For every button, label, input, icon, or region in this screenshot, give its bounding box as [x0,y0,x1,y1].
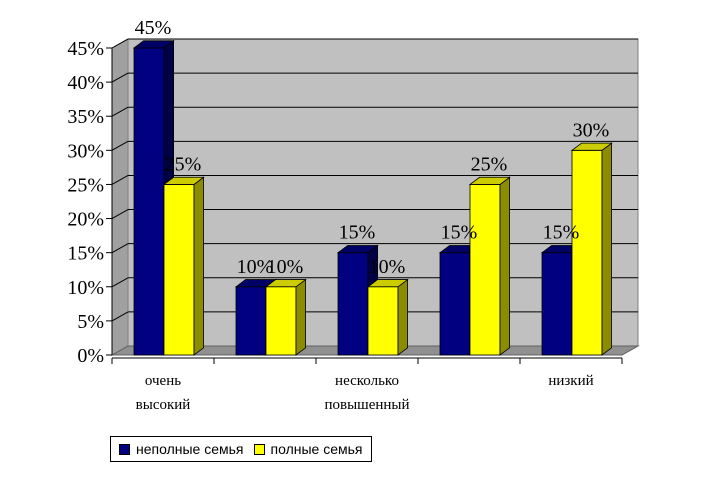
y-tick-label: 5% [77,311,104,333]
x-category-label: очень [145,373,181,389]
data-label: 15% [543,222,580,244]
data-label: 25% [471,153,508,175]
legend-label-series-0: неполные семья [136,441,244,457]
legend-item-series-0: неполные семья [119,441,244,457]
gridline-side [111,175,129,185]
y-tick-label: 25% [67,174,104,196]
bar-0-1 [234,278,277,356]
gridline-side [111,277,129,288]
gridline-side [111,243,129,254]
bar-1-4 [570,142,613,356]
bar-front [367,286,399,356]
bar-front [469,184,501,356]
gridline-side [111,72,129,83]
bar-front [265,286,297,356]
y-tick-label: 30% [67,140,104,162]
legend: неполные семья полные семья [110,436,372,462]
gridline-side [111,38,129,49]
data-label: 10% [369,256,406,278]
gridline-side [111,106,129,117]
bar-top [366,279,409,288]
bar-front [235,286,267,356]
bar-side [499,176,511,356]
legend-label-series-1: полные семья [270,441,363,457]
bar-front [337,252,369,356]
data-label: 15% [441,222,478,244]
bar-top [570,142,613,151]
bar-side [295,278,307,356]
legend-swatch-series-1 [253,443,265,455]
gridline-side [111,209,129,219]
plot-side-wall [111,38,129,356]
legend-swatch-series-0 [119,443,130,455]
bar-side [193,176,205,356]
bar-top [468,176,511,185]
y-tick-label: 45% [67,38,104,60]
data-label: 15% [339,222,376,244]
data-label: 25% [165,153,202,175]
bar-front [133,47,165,356]
y-tick-label: 15% [67,243,104,265]
bar-side [601,142,612,356]
bar-front [163,184,195,356]
bar-1-2 [366,278,409,356]
bar-front [541,252,573,356]
labels: 45%10%15% 15% 15%25%10% 10%25%30% [135,17,610,278]
y-tick-label: 40% [67,72,104,94]
bar-top [336,245,379,254]
bar-1-3 [468,176,511,356]
bars [132,39,613,356]
data-label: 10% [267,256,304,278]
axes: 0% 5% 10% 15% 20% 25% 30% 35% 40% 45% очень высокий… [67,38,638,413]
bar-front [439,252,471,356]
x-category-label: низкий [548,373,593,389]
data-label: 10% [237,256,274,278]
bar-front [571,149,603,356]
bar-0-0 [132,39,175,356]
legend-item-series-1: полные семья [253,441,363,457]
data-label: 45% [135,17,172,39]
bar-top [162,176,205,185]
gridline-side [111,311,129,322]
gridline-side [111,140,129,151]
x-category-label: повышенный [324,397,409,413]
data-label: 30% [573,119,610,141]
x-category-label: высокий [136,397,191,413]
y-tick-label: 20% [67,209,104,231]
x-category-label: несколько [335,373,399,389]
bar-top [132,40,175,49]
y-tick-label: 35% [67,106,104,128]
bar-1-1 [264,278,307,356]
bar-side [397,278,409,356]
y-tick-label: 10% [67,277,104,299]
bar-top [264,279,307,288]
bar-1-0 [162,176,205,356]
y-tick-label: 0% [77,345,104,367]
